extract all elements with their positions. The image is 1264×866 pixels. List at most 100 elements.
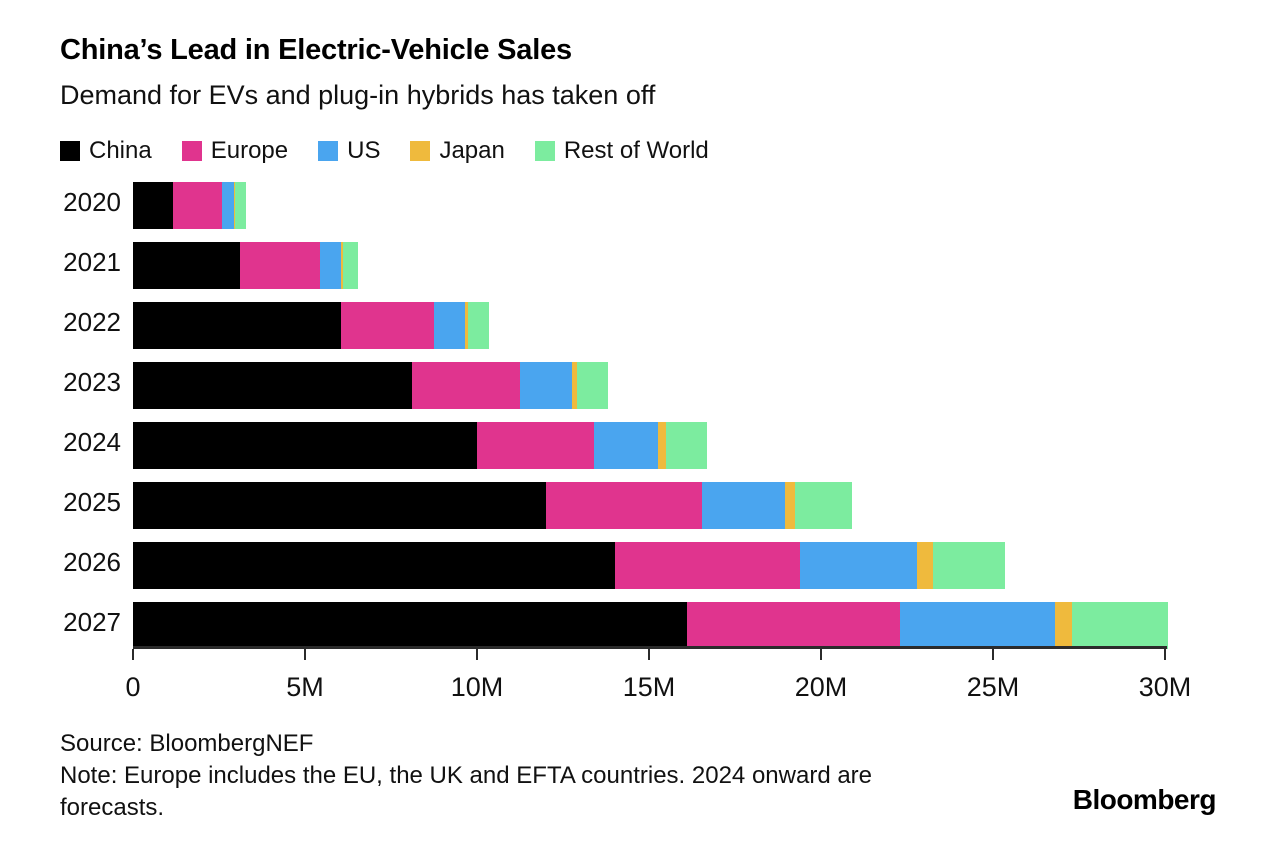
bar-segment-europe [686, 602, 901, 649]
legend-label: China [89, 137, 152, 164]
bar-segment-us [519, 362, 572, 409]
bar-segment-china [133, 602, 687, 649]
legend-item-japan: Japan [410, 137, 505, 165]
bar-segment-japan [917, 542, 933, 589]
bar-segment-rest-of-world [795, 482, 852, 529]
year-label: 2020 [63, 187, 121, 217]
legend-swatch [410, 141, 431, 161]
bloomberg-logo: Bloomberg [1072, 784, 1217, 815]
year-label: 2025 [63, 487, 121, 517]
bar-segment-europe [341, 302, 434, 349]
bar-segment-us [222, 182, 235, 229]
chart-row-2027: 2027 [0, 598, 1264, 658]
chart-row-2024: 2024 [0, 418, 1264, 478]
bar-segment-japan [784, 482, 796, 529]
axis-tick [476, 649, 478, 660]
legend-label: Rest of World [563, 137, 709, 164]
chart-row-2021: 2021 [0, 238, 1264, 298]
legend-item-china: China [60, 137, 152, 165]
bar-segment-europe [411, 362, 520, 409]
bar-segment-rest-of-world [468, 302, 489, 349]
legend-label: Europe [210, 137, 289, 164]
legend-swatch [181, 141, 202, 161]
bar-segment-japan [657, 422, 667, 469]
axis-tick [1164, 649, 1166, 660]
legend: China Europe US Japan Rest of World [60, 137, 709, 165]
bar-track [133, 542, 1005, 589]
bar-segment-europe [239, 242, 321, 289]
bar-segment-europe [172, 182, 223, 229]
source-text: Source: BloombergNEF [60, 730, 314, 757]
x-axis: 0 5M 10M 15M 20M 25M 30M [125, 646, 1191, 709]
axis-tick [992, 649, 994, 660]
bar-segment-china [133, 422, 477, 469]
chart-row-2025: 2025 [0, 478, 1264, 538]
bar-segment-us [320, 242, 342, 289]
bar-segment-japan [341, 242, 343, 289]
legend-item-rest-of-world: Rest of World [534, 137, 709, 165]
bar-segment-europe [614, 542, 801, 589]
year-label: 2024 [63, 427, 121, 457]
bar-segment-rest-of-world [576, 362, 608, 409]
chart-row-2023: 2023 [0, 358, 1264, 418]
footer: Source: BloombergNEF Note: Europe includ… [60, 728, 940, 824]
bar-segment-rest-of-world [666, 422, 708, 469]
bar-segment-us [593, 422, 658, 469]
bar-segment-us [900, 602, 1055, 649]
legend-label: Japan [439, 137, 505, 164]
bar-segment-japan [234, 182, 236, 229]
axis-tick-label: 0 [125, 672, 141, 702]
axis-tick-label: 10M [450, 672, 504, 702]
bar-segment-rest-of-world [932, 542, 1005, 589]
chart-row-2020: 2020 [0, 178, 1264, 238]
bar-segment-rest-of-world [235, 182, 246, 229]
legend-label: US [347, 137, 381, 164]
bar-segment-japan [464, 302, 469, 349]
bar-track [133, 242, 359, 289]
axis-tick-label: 15M [622, 672, 676, 702]
axis-tick [132, 649, 134, 660]
bar-segment-europe [545, 482, 703, 529]
chart-title: China’s Lead in Electric-Vehicle Sales [60, 34, 572, 66]
axis-tick [648, 649, 650, 660]
chart-row-2022: 2022 [0, 298, 1264, 358]
legend-item-us: US [318, 137, 380, 165]
chart-subtitle: Demand for EVs and plug-in hybrids has t… [60, 80, 656, 110]
axis-tick-label: 5M [286, 672, 324, 702]
bar-segment-china [133, 302, 342, 349]
year-label: 2022 [63, 307, 121, 337]
legend-swatch [534, 141, 555, 161]
legend-item-europe: Europe [181, 137, 289, 165]
axis-tick [820, 649, 822, 660]
bar-segment-us [800, 542, 918, 589]
plot-area: 2020 2021 2022 2023 2024 2025 2026 2027 [0, 178, 1264, 658]
bar-segment-rest-of-world [342, 242, 359, 289]
bar-segment-china [133, 482, 546, 529]
bar-track [133, 602, 1169, 649]
year-label: 2027 [63, 607, 121, 637]
bar-track [133, 362, 608, 409]
bar-segment-china [133, 182, 173, 229]
axis-tick-label: 30M [1138, 672, 1192, 702]
chart-row-2026: 2026 [0, 538, 1264, 598]
bar-segment-china [133, 242, 240, 289]
bar-segment-us [433, 302, 465, 349]
note-text: Note: Europe includes the EU, the UK and… [60, 762, 873, 821]
axis-tick-label: 20M [794, 672, 848, 702]
bar-segment-china [133, 542, 615, 589]
bar-track [133, 302, 489, 349]
legend-swatch [60, 141, 80, 161]
axis-tick-label: 25M [966, 672, 1020, 702]
bar-track [133, 482, 852, 529]
year-label: 2023 [63, 367, 121, 397]
bar-segment-rest-of-world [1072, 602, 1169, 649]
bar-segment-japan [1054, 602, 1073, 649]
legend-swatch [318, 141, 339, 161]
bar-segment-us [702, 482, 785, 529]
axis-tick [304, 649, 306, 660]
bar-track [133, 422, 708, 469]
bar-segment-europe [477, 422, 594, 469]
bar-segment-japan [571, 362, 577, 409]
year-label: 2021 [63, 247, 121, 277]
